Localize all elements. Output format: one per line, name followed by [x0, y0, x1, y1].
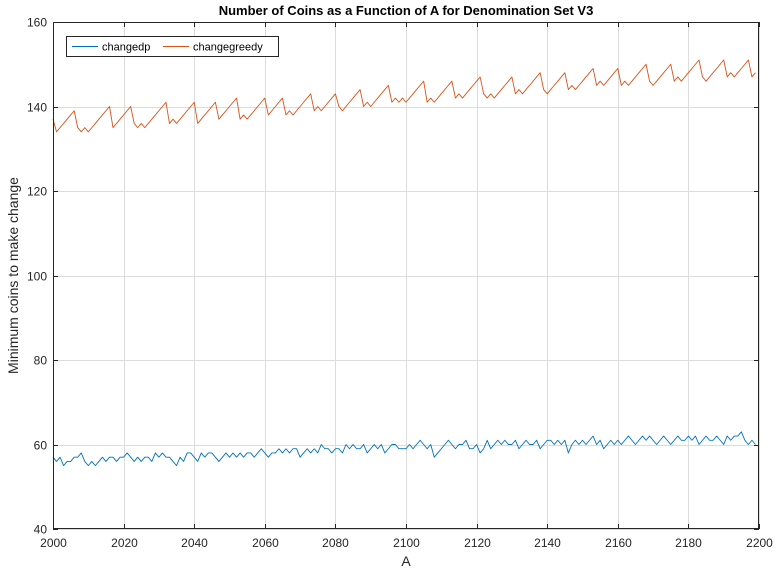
x-tick-label: 2120 [464, 536, 491, 550]
x-tick-label: 2140 [534, 536, 561, 550]
y-tick-label: 160 [27, 16, 47, 30]
x-tick-label: 2180 [675, 536, 702, 550]
chart-title: Number of Coins as a Function of A for D… [219, 3, 594, 18]
y-tick-label: 80 [34, 354, 48, 368]
x-tick-label: 2060 [252, 536, 279, 550]
y-tick-label: 120 [27, 185, 47, 199]
x-tick-label: 2000 [40, 536, 67, 550]
x-tick-label: 2100 [393, 536, 420, 550]
series-line-changedp [52, 431, 756, 467]
legend-label-changedp: changedp [102, 42, 150, 54]
x-tick-label: 2020 [111, 536, 138, 550]
axis-ticks: 2000 2020 2040 2060 2080 2100 2120 2140 2160 2180… [27, 16, 773, 551]
grid-lines [53, 22, 760, 530]
x-tick-label: 2080 [322, 536, 349, 550]
series-layer [52, 59, 756, 467]
y-tick-label: 140 [27, 101, 47, 115]
y-axis-label: Minimum coins to make change [5, 177, 21, 374]
y-tick-label: 60 [34, 439, 48, 453]
legend: changedp changegreedy [66, 36, 279, 57]
y-tick-label: 100 [27, 270, 47, 284]
series-line-changegreedy [52, 59, 756, 133]
x-axis-label: A [401, 553, 411, 569]
x-tick-label: 2160 [605, 536, 632, 550]
y-tick-label: 40 [34, 523, 48, 537]
x-tick-label: 2200 [746, 536, 773, 550]
legend-label-changegreedy: changegreedy [193, 42, 263, 54]
x-tick-label: 2040 [181, 536, 208, 550]
